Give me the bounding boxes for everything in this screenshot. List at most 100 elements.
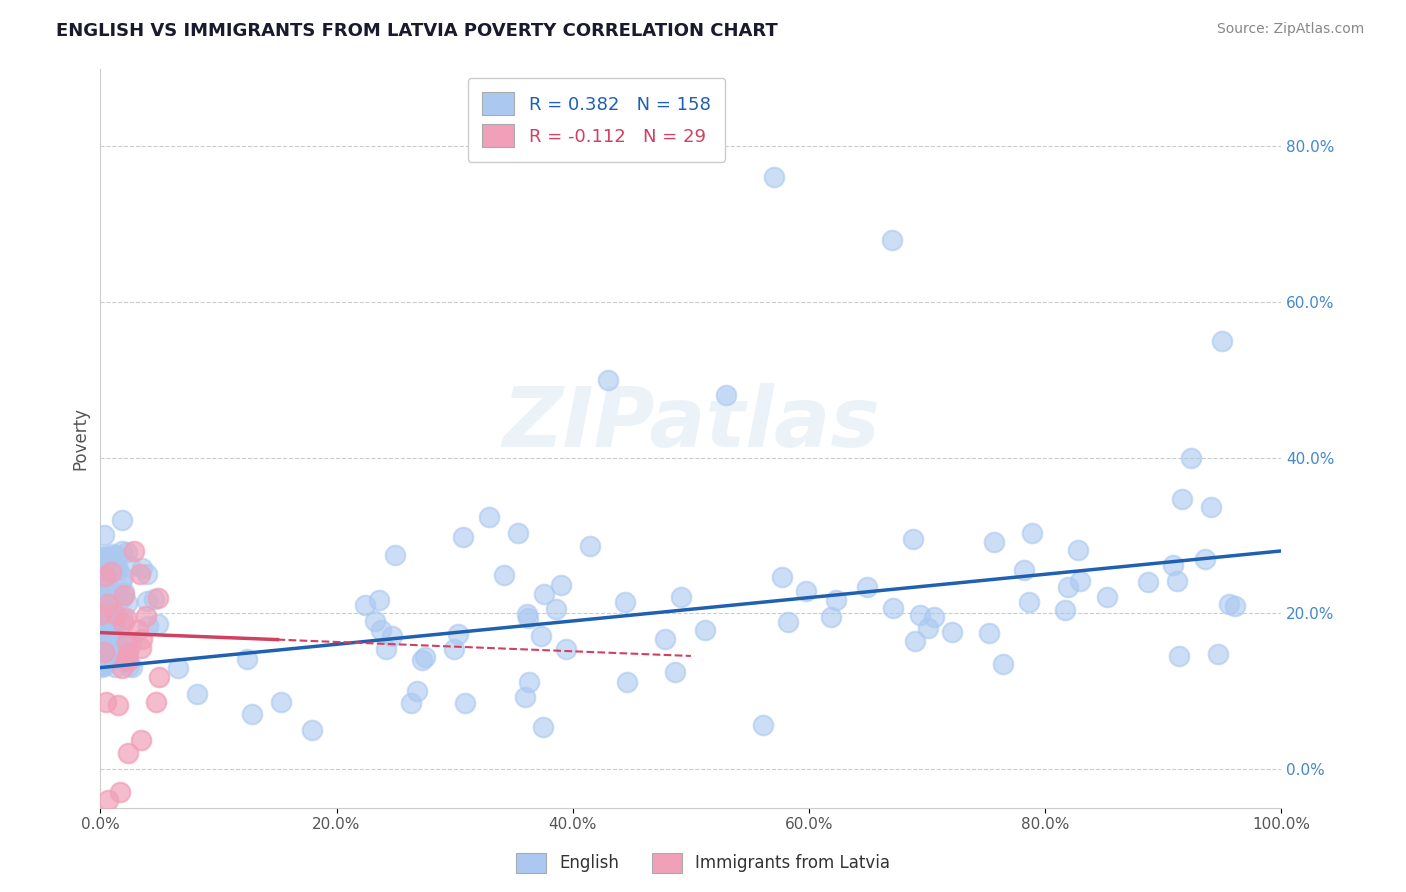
Point: [101, 547, 124, 561]
Point: [98, 551, 121, 566]
Point: [270, 695, 292, 709]
Point: [405, 684, 427, 698]
Point: [98, 550, 121, 565]
Point: [1053, 603, 1076, 617]
Point: [752, 717, 775, 731]
Point: [93, 628, 115, 642]
Point: [135, 609, 157, 624]
Point: [93, 613, 115, 627]
Point: [129, 567, 152, 582]
Point: [120, 638, 142, 652]
Point: [143, 592, 166, 607]
Point: [97, 597, 120, 611]
Point: [96, 591, 118, 605]
Point: [1166, 574, 1188, 588]
Point: [1136, 574, 1159, 589]
Point: [531, 720, 554, 734]
Point: [368, 592, 391, 607]
Point: [107, 586, 129, 600]
Point: [364, 614, 387, 628]
Point: [107, 698, 129, 712]
Point: [93, 549, 115, 563]
Point: [110, 641, 132, 656]
Point: [117, 646, 139, 660]
Point: [148, 617, 170, 632]
Point: [104, 548, 127, 562]
Point: [103, 618, 125, 632]
Point: [131, 632, 153, 646]
Point: [94, 653, 117, 667]
Point: [104, 610, 127, 624]
Y-axis label: Poverty: Poverty: [72, 407, 89, 469]
Point: [104, 659, 127, 673]
Point: [1067, 543, 1090, 558]
Point: [97, 655, 120, 669]
Point: [93, 552, 115, 566]
Point: [384, 548, 406, 562]
Point: [93, 618, 115, 632]
Point: [91, 657, 114, 672]
Point: [517, 610, 540, 624]
Point: [924, 610, 946, 624]
Point: [90, 607, 112, 622]
Point: [1161, 558, 1184, 572]
Point: [301, 723, 323, 737]
Point: [97, 559, 120, 574]
Point: [131, 560, 153, 574]
Point: [91, 562, 114, 576]
Point: [127, 623, 149, 637]
Point: [776, 615, 799, 630]
Point: [598, 373, 620, 387]
Point: [100, 625, 122, 640]
Point: [117, 658, 139, 673]
Point: [93, 578, 115, 592]
Point: [1168, 649, 1191, 664]
Point: [614, 595, 637, 609]
Point: [415, 649, 437, 664]
Point: [1208, 647, 1230, 661]
Point: [111, 591, 134, 605]
Point: [93, 528, 115, 542]
Point: [104, 607, 127, 622]
Point: [89, 660, 111, 674]
Point: [94, 646, 117, 660]
Point: [112, 612, 135, 626]
Point: [107, 626, 129, 640]
Point: [762, 170, 785, 185]
Point: [115, 635, 138, 649]
Point: [478, 510, 501, 524]
Point: [96, 577, 118, 591]
Point: [96, 638, 118, 652]
Point: [135, 594, 157, 608]
Point: [443, 641, 465, 656]
Point: [112, 616, 135, 631]
Point: [112, 588, 135, 602]
Point: [941, 625, 963, 640]
Point: [1199, 500, 1222, 514]
Point: [904, 633, 927, 648]
Point: [90, 618, 112, 632]
Point: [105, 558, 128, 573]
Point: [517, 674, 540, 689]
Point: [654, 632, 676, 646]
Point: [880, 233, 903, 247]
Text: ENGLISH VS IMMIGRANTS FROM LATVIA POVERTY CORRELATION CHART: ENGLISH VS IMMIGRANTS FROM LATVIA POVERT…: [56, 22, 778, 40]
Point: [146, 591, 169, 605]
Point: [1225, 599, 1247, 614]
Point: [508, 525, 530, 540]
Point: [108, 785, 131, 799]
Text: Source: ZipAtlas.com: Source: ZipAtlas.com: [1216, 22, 1364, 37]
Point: [977, 625, 1000, 640]
Point: [96, 605, 118, 619]
Point: [104, 558, 127, 573]
Point: [117, 746, 139, 760]
Point: [555, 642, 578, 657]
Point: [89, 613, 111, 627]
Point: [96, 634, 118, 648]
Point: [917, 621, 939, 635]
Point: [411, 653, 433, 667]
Point: [91, 549, 114, 564]
Point: [1211, 334, 1233, 348]
Point: [100, 565, 122, 579]
Point: [136, 567, 159, 582]
